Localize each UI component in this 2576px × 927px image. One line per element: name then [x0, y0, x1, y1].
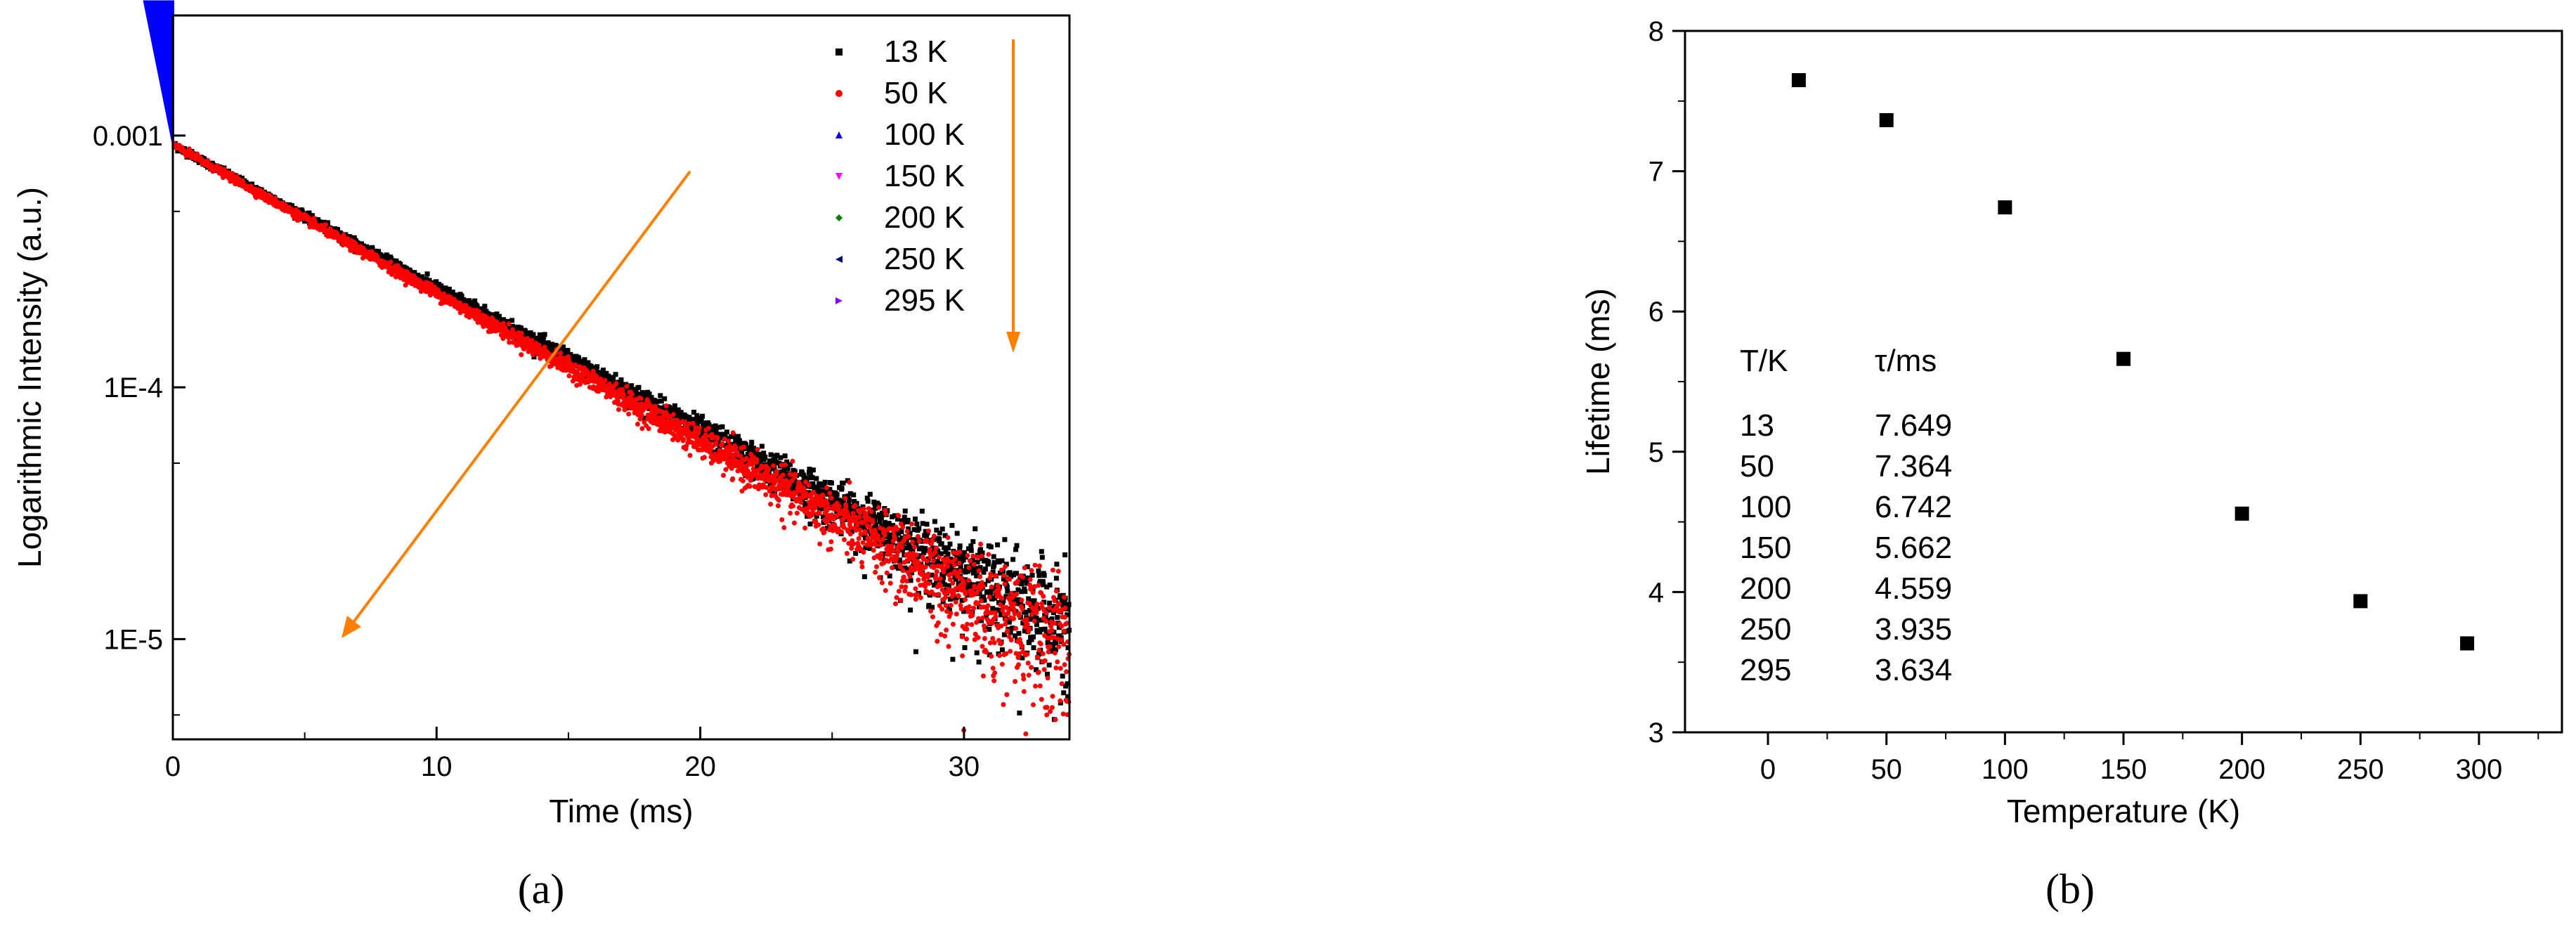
x-tick-label: 150	[2100, 754, 2147, 785]
table-cell-temperature: 13	[1740, 408, 1774, 443]
table-header-lifetime: τ/ms	[1875, 344, 1937, 378]
x-tick-label: 10	[421, 751, 453, 782]
y-tick-label: 1E-5	[104, 624, 164, 655]
panel-a-x-axis: 0 10 20 30	[165, 727, 980, 782]
legend-label: 13 K	[884, 34, 948, 69]
data-point	[2353, 594, 2368, 609]
y-tick-label: 7	[1648, 157, 1664, 188]
panel-b-plot-frame	[1684, 30, 2563, 734]
table-cell-lifetime: 3.634	[1875, 653, 1952, 687]
table-cell-temperature: 295	[1740, 653, 1791, 687]
x-tick-label: 50	[1871, 754, 1902, 785]
table-cell-lifetime: 3.935	[1875, 612, 1952, 647]
x-tick-label: 250	[2337, 754, 2384, 785]
legend-label: 150 K	[884, 159, 965, 193]
panel-a-plot-frame	[171, 14, 1071, 741]
panel-b-label: (b)	[2045, 866, 2095, 912]
x-tick-label: 0	[165, 751, 181, 782]
x-tick-label: 20	[684, 751, 716, 782]
panel-a-series-100-k	[143, 0, 174, 143]
legend-label: 50 K	[884, 76, 948, 110]
table-header-temperature: T/K	[1740, 344, 1788, 378]
y-tick-label: 1E-4	[104, 372, 164, 403]
legend-marker	[835, 90, 843, 97]
y-tick-label: 3	[1648, 718, 1664, 748]
table-cell-lifetime: 4.559	[1875, 571, 1952, 606]
panel-b-x-axis-label: Temperature (K)	[2007, 793, 2240, 829]
x-tick-label: 300	[2456, 754, 2503, 785]
legend-label: 100 K	[884, 117, 965, 152]
legend-marker	[835, 297, 843, 304]
y-tick-label: 0.001	[93, 121, 163, 152]
panel-a-y-axis-label: Logarithmic Intensity (a.u.)	[11, 187, 48, 568]
data-point	[1879, 112, 1894, 127]
table-cell-temperature: 200	[1740, 571, 1791, 606]
legend-marker	[835, 131, 843, 138]
panel-a-legend: 13 K 50 K 100 K 150 K 200 K 250 K 295 K	[835, 34, 965, 318]
data-point	[1998, 200, 2012, 215]
panel-a-x-axis-label: Time (ms)	[549, 793, 693, 829]
data-point	[2235, 506, 2249, 521]
arrow-head-vertical	[1006, 332, 1020, 353]
y-tick-label: 4	[1648, 577, 1664, 608]
data-point	[1791, 73, 1806, 88]
table-cell-temperature: 250	[1740, 612, 1791, 647]
x-tick-label: 200	[2218, 754, 2265, 785]
legend-marker	[835, 48, 843, 56]
table-cell-lifetime: 7.364	[1875, 449, 1952, 484]
x-tick-label: 0	[1760, 754, 1776, 785]
y-tick-label: 8	[1648, 16, 1664, 47]
panel-a-series-markers	[171, 141, 1072, 737]
table-cell-temperature: 50	[1740, 449, 1774, 484]
trend-arrow-diagonal	[349, 170, 691, 628]
x-tick-label: 30	[949, 751, 980, 782]
y-tick-label: 6	[1648, 297, 1664, 328]
data-point	[2460, 636, 2475, 651]
panel-b-y-axis-label: Lifetime (ms)	[1580, 288, 1616, 475]
data-point	[2116, 351, 2131, 366]
table-cell-lifetime: 5.662	[1875, 531, 1952, 565]
panel-a-series-50-k	[171, 141, 1072, 737]
table-cell-lifetime: 7.649	[1875, 408, 1952, 443]
panel-b-x-axis: 0 50 100 150 200 250 300	[1760, 732, 2539, 785]
legend-label: 200 K	[884, 200, 965, 235]
panel-a-trend-arrows	[341, 39, 1020, 638]
panel-b-chart: 0 50 100 150 200 250 300 3 4 5 6 7 8 T/K τ/ms 13 7.649…	[1580, 16, 2563, 912]
legend-label: 250 K	[884, 242, 965, 276]
legend-marker	[835, 256, 843, 263]
panel-b-lifetime-table: T/K τ/ms 13 7.649 50 7.364 100 6.742 150 5.662 200…	[1740, 344, 1952, 687]
legend-label: 295 K	[884, 283, 965, 318]
panel-a-series-markers	[143, 0, 174, 143]
panel-b-y-axis: 3 4 5 6 7 8	[1648, 16, 1685, 748]
arrow-head-diagonal	[341, 616, 361, 638]
panel-a-label: (a)	[518, 866, 565, 912]
legend-marker	[835, 173, 843, 180]
y-tick-label: 5	[1648, 437, 1664, 468]
panel-a-data-points	[143, 0, 1072, 737]
legend-marker	[835, 214, 843, 221]
table-cell-temperature: 100	[1740, 490, 1791, 524]
table-cell-temperature: 150	[1740, 531, 1791, 565]
panel-a-chart: 0 10 20 30 0.001 1E-4 1E-5 13 K 50 K 100 K 150 K…	[11, 0, 1072, 912]
panel-b-data-points	[1791, 73, 2475, 651]
table-cell-lifetime: 6.742	[1875, 490, 1952, 524]
x-tick-label: 100	[1982, 754, 2029, 785]
panel-a-y-axis: 0.001 1E-4 1E-5	[93, 121, 186, 716]
